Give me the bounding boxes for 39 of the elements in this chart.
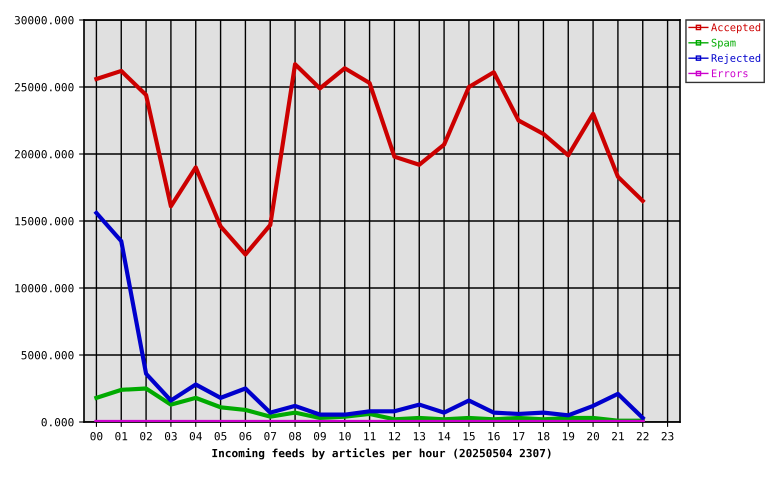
legend-label: Accepted [711, 23, 760, 34]
x-tick-label: 12 [389, 432, 400, 440]
x-tick-label: 00 [90, 432, 102, 440]
x-tick-label: 13 [414, 432, 426, 440]
legend-label: Spam [712, 38, 736, 49]
x-tick-label: 10 [339, 432, 351, 440]
y-tick-label: 5000.000 [22, 351, 74, 360]
x-tick-label: 15 [464, 432, 475, 440]
x-tick-label: 23 [662, 432, 674, 440]
x-tick-label: 09 [314, 432, 326, 440]
x-tick-label: 20 [587, 432, 600, 440]
x-tick-label: 04 [190, 432, 202, 440]
x-tick-label: 06 [239, 432, 252, 440]
line-series [94, 62, 645, 257]
y-tick-label: 10000.000 [15, 284, 74, 292]
y-tick-label: 30000.000 [14, 16, 74, 24]
x-tick-label: 19 [562, 432, 574, 440]
legend-label: Errors [712, 70, 748, 78]
line-series [94, 210, 645, 420]
x-tick-label: 03 [164, 432, 177, 440]
x-tick-label: 17 [513, 432, 524, 440]
y-tick-label: 25000.000 [14, 83, 74, 92]
x-tick-label: 22 [636, 432, 648, 440]
y-tick-label: 15000.000 [15, 217, 74, 226]
legend-label: Rejected [712, 54, 760, 64]
x-axis-title: Incoming feeds by articles per hour (20250504 2307) [212, 448, 551, 460]
line-series [94, 386, 645, 422]
x-tick-label: 11 [364, 432, 376, 440]
x-tick-label: 05 [214, 432, 226, 440]
x-tick-label: 01 [115, 432, 128, 440]
x-tick-label: 14 [438, 432, 450, 440]
x-tick-label: 07 [264, 432, 276, 440]
x-tick-label: 08 [289, 432, 302, 440]
x-tick-label: 18 [538, 432, 550, 440]
x-tick-label: 21 [612, 432, 624, 440]
x-tick-label: 16 [488, 432, 500, 440]
x-tick-label: 02 [140, 432, 152, 440]
y-tick-label: 0.000 [42, 418, 74, 426]
y-tick-label: 20000.000 [14, 150, 74, 158]
